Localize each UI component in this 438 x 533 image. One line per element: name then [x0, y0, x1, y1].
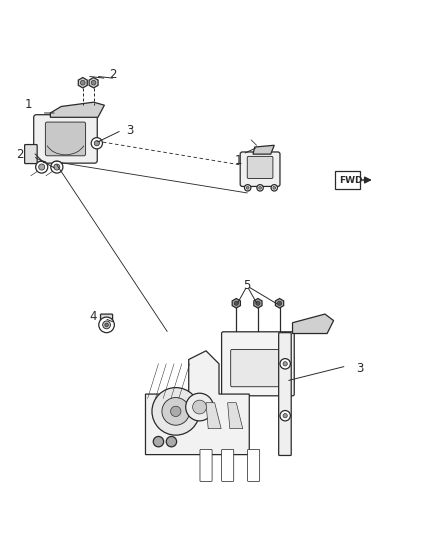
Circle shape — [273, 187, 276, 189]
Circle shape — [256, 301, 260, 305]
FancyBboxPatch shape — [222, 449, 234, 481]
Circle shape — [280, 359, 290, 369]
FancyBboxPatch shape — [100, 314, 113, 324]
Circle shape — [81, 80, 85, 85]
Circle shape — [257, 184, 263, 191]
FancyBboxPatch shape — [200, 449, 212, 481]
Circle shape — [152, 387, 200, 435]
Circle shape — [283, 414, 287, 418]
FancyBboxPatch shape — [231, 350, 285, 387]
Circle shape — [105, 323, 108, 327]
Polygon shape — [254, 298, 262, 308]
FancyBboxPatch shape — [240, 152, 280, 187]
Polygon shape — [232, 298, 240, 308]
FancyBboxPatch shape — [247, 156, 273, 179]
FancyBboxPatch shape — [25, 144, 37, 164]
Circle shape — [54, 164, 60, 170]
Circle shape — [91, 138, 102, 149]
Circle shape — [99, 317, 114, 333]
Polygon shape — [78, 77, 87, 88]
FancyBboxPatch shape — [335, 172, 360, 189]
FancyBboxPatch shape — [279, 333, 291, 456]
Text: 5: 5 — [244, 279, 251, 293]
Text: 1: 1 — [25, 98, 32, 111]
Circle shape — [102, 321, 110, 329]
Circle shape — [244, 184, 251, 191]
Polygon shape — [253, 146, 274, 154]
Circle shape — [186, 393, 213, 421]
Circle shape — [153, 437, 164, 447]
Circle shape — [51, 161, 63, 173]
Circle shape — [166, 437, 177, 447]
Circle shape — [234, 301, 238, 305]
Circle shape — [246, 187, 249, 189]
Circle shape — [91, 80, 96, 85]
Polygon shape — [228, 403, 243, 429]
FancyBboxPatch shape — [247, 449, 260, 481]
Polygon shape — [89, 77, 98, 88]
Polygon shape — [206, 403, 221, 429]
Text: 2: 2 — [110, 68, 117, 80]
Polygon shape — [293, 314, 334, 334]
Circle shape — [283, 361, 287, 366]
Circle shape — [162, 398, 190, 425]
Circle shape — [170, 406, 181, 417]
Circle shape — [94, 141, 99, 146]
Text: FWD: FWD — [339, 175, 363, 184]
Text: 3: 3 — [127, 124, 134, 137]
Circle shape — [39, 164, 45, 170]
FancyBboxPatch shape — [34, 115, 97, 163]
Circle shape — [193, 400, 206, 414]
FancyBboxPatch shape — [222, 332, 294, 396]
Circle shape — [271, 184, 277, 191]
Polygon shape — [50, 102, 104, 117]
Polygon shape — [145, 351, 249, 455]
Circle shape — [259, 187, 261, 189]
Text: 2: 2 — [16, 148, 24, 160]
Circle shape — [35, 161, 48, 173]
FancyBboxPatch shape — [46, 122, 85, 156]
Polygon shape — [276, 298, 284, 308]
Text: 3: 3 — [356, 361, 363, 375]
Text: 4: 4 — [90, 310, 97, 322]
Circle shape — [280, 410, 290, 421]
Circle shape — [277, 301, 282, 305]
Text: 1: 1 — [235, 154, 242, 167]
